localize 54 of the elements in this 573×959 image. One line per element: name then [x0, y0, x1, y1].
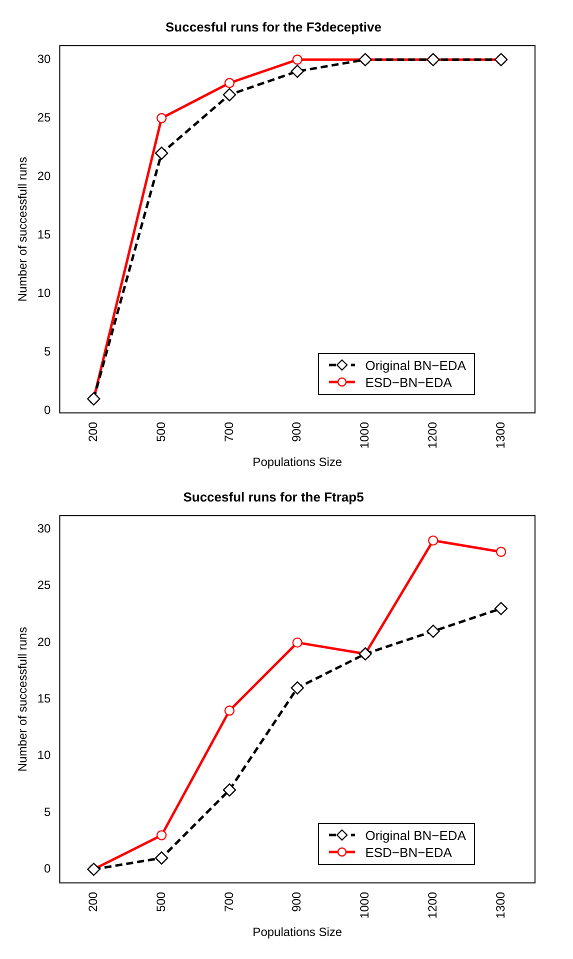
point: [156, 830, 167, 840]
y-tick-label: 5: [44, 804, 52, 819]
x-tick-label: 700: [222, 422, 236, 442]
y-tick-label: 5: [44, 344, 52, 358]
point: [426, 624, 440, 638]
chart-title: Succesful runs for the Ftrap5: [183, 489, 364, 504]
legend-label: ESD−BN−EDA: [365, 844, 452, 861]
point: [222, 88, 236, 102]
y-tick-label: 10: [37, 286, 52, 300]
point: [496, 546, 506, 557]
y-tick-label: 20: [37, 168, 52, 183]
x-tick-label: 1200: [425, 892, 440, 919]
point: [156, 113, 167, 124]
legend-label: Original BN−EDA: [365, 356, 466, 374]
x-tick-label: 200: [86, 892, 100, 912]
y-tick-label: 15: [37, 227, 52, 242]
x-tick-label: 500: [154, 422, 168, 442]
x-tick-label: 1000: [358, 422, 372, 449]
x-tick-label: 1000: [358, 892, 372, 919]
y-tick-label: 25: [37, 578, 52, 592]
y-tick-label: 15: [37, 692, 52, 706]
point: [494, 602, 508, 616]
x-tick-label: 1300: [493, 892, 508, 919]
y-tick-label: 25: [37, 110, 52, 124]
chart-title: Succesful runs for the F3deceptive: [165, 19, 382, 34]
x-tick-label: 900: [290, 892, 304, 912]
x-axis-title: Populations Size: [252, 925, 342, 940]
point: [292, 637, 302, 648]
x-tick-label: 700: [222, 892, 236, 912]
point: [222, 783, 236, 797]
point: [292, 54, 302, 65]
y-tick-label: 20: [37, 634, 52, 649]
x-tick-label: 200: [86, 422, 100, 442]
x-tick-label: 1200: [425, 422, 440, 449]
point: [154, 851, 168, 865]
point: [290, 64, 304, 78]
y-tick-label: 10: [37, 748, 52, 762]
y-axis-title: Number of successfull runs: [16, 626, 30, 772]
x-tick-label: 900: [290, 422, 304, 442]
point: [154, 146, 168, 160]
x-tick-label: 1300: [493, 422, 508, 449]
y-axis-title: Number of successfull runs: [16, 156, 30, 302]
y-tick-label: 0: [44, 862, 52, 876]
legend-label: ESD−BN−EDA: [365, 374, 452, 391]
point: [290, 681, 304, 695]
point: [224, 705, 235, 716]
x-tick-label: 500: [154, 892, 168, 912]
y-tick-label: 30: [37, 52, 52, 66]
x-axis-title: Populations Size: [252, 455, 342, 470]
point: [224, 78, 235, 88]
point: [428, 535, 438, 546]
legend-label: Original BN−EDA: [365, 826, 466, 844]
y-tick-label: 30: [37, 522, 52, 536]
y-tick-label: 0: [44, 402, 52, 417]
